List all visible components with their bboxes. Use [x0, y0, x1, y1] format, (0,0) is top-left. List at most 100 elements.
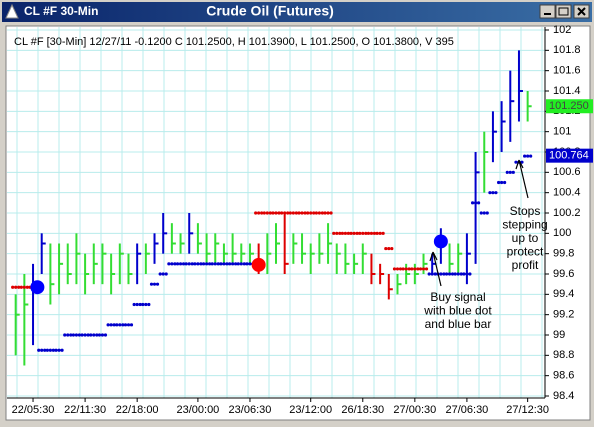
stop-dot — [257, 211, 261, 215]
minimize-button[interactable] — [539, 4, 556, 19]
stop-dot — [314, 211, 318, 215]
stop-dot — [193, 262, 197, 266]
y-tick-label: 101.8 — [553, 44, 581, 56]
stop-dot — [147, 302, 151, 307]
stop-dot — [158, 272, 162, 276]
stop-dot — [384, 246, 388, 251]
stop-dot — [164, 272, 168, 276]
stop-dot — [80, 333, 84, 337]
stop-dot — [210, 262, 214, 266]
annotation-arrow — [515, 159, 529, 199]
stop-dot — [450, 272, 455, 276]
stop-dot — [465, 272, 469, 276]
stop-dot — [291, 211, 295, 215]
price-marker — [546, 148, 593, 163]
stop-dot — [83, 333, 87, 337]
stop-dot — [329, 211, 333, 215]
stop-dot — [335, 231, 339, 235]
y-tick-label: 98.8 — [553, 349, 574, 361]
stop-dot — [199, 262, 203, 266]
signal-dot — [433, 234, 448, 249]
stop-dot — [468, 272, 472, 276]
price-marker-label: 100.764 — [549, 150, 589, 162]
stop-dot — [190, 262, 194, 266]
stop-dot — [97, 333, 102, 337]
stop-dot — [11, 285, 15, 289]
stop-dot — [317, 211, 321, 215]
annotation-text: and blue bar — [425, 317, 492, 331]
stop-dot — [309, 211, 313, 215]
y-tick-label: 100 — [553, 227, 571, 239]
stop-dot — [277, 211, 281, 215]
stop-dot — [149, 282, 154, 286]
stop-dot — [170, 262, 174, 266]
x-tick-label: 27/12:30 — [506, 404, 549, 416]
stop-dot — [439, 272, 443, 276]
stop-dot — [37, 348, 41, 352]
stop-dot — [144, 302, 148, 307]
y-tick-label: 102 — [553, 24, 571, 36]
stop-dot — [19, 285, 23, 289]
y-tick-label: 100.2 — [553, 207, 581, 219]
stop-dot — [375, 231, 379, 235]
stop-dot — [184, 262, 188, 266]
stop-dot — [485, 211, 489, 215]
stop-dot — [349, 231, 353, 235]
stop-dot — [89, 333, 93, 337]
stop-dot — [300, 211, 304, 215]
stop-dot — [231, 262, 235, 266]
stop-dot — [392, 267, 397, 271]
stop-dot — [201, 262, 206, 266]
stop-dot — [48, 348, 52, 352]
app-icon — [5, 3, 19, 19]
stop-dot — [343, 231, 348, 235]
stop-dot — [118, 323, 122, 327]
stop-dot — [77, 333, 82, 337]
stop-dot — [491, 191, 495, 195]
stop-dot — [488, 191, 492, 195]
stop-dot — [106, 323, 110, 327]
stop-dot — [225, 262, 229, 266]
stop-dot — [427, 272, 431, 276]
stop-dot — [416, 267, 420, 271]
stop-dot — [462, 272, 466, 276]
stop-dot — [92, 333, 96, 337]
stop-dot — [57, 348, 61, 352]
window-title: CL #F 30-Min — [24, 4, 98, 18]
stop-dot — [271, 211, 275, 215]
stop-dot — [74, 333, 79, 337]
info-line: CL #F [30-Min] 12/27/11 -0.1200 C 101.25… — [14, 36, 454, 48]
annotation-text: Stops — [510, 204, 541, 218]
stop-dot — [500, 180, 504, 185]
x-tick-label: 27/06:30 — [445, 404, 488, 416]
stop-dot — [63, 333, 67, 337]
stop-dot — [456, 272, 460, 276]
stop-dot — [514, 160, 518, 164]
x-tick-label: 23/06:30 — [229, 404, 272, 416]
plot — [11, 50, 533, 366]
x-tick-label: 22/18:00 — [116, 404, 159, 416]
stop-dot — [378, 231, 382, 235]
annotation-arrow — [429, 251, 442, 287]
stop-dot — [312, 211, 316, 215]
stop-dot — [433, 272, 437, 276]
stop-dot — [132, 302, 136, 307]
stop-dot — [459, 272, 463, 276]
stop-dot — [178, 262, 183, 266]
stop-dot — [346, 231, 351, 235]
stop-dot — [473, 201, 478, 205]
stop-dot — [175, 262, 180, 266]
stop-dot — [404, 267, 408, 271]
stop-dot — [355, 231, 359, 235]
stop-dot — [395, 267, 400, 271]
x-tick-label: 23/12:00 — [289, 404, 332, 416]
chart-title: Crude Oil (Futures) — [206, 3, 334, 19]
stop-dot — [103, 333, 108, 337]
chart-area — [5, 25, 591, 421]
maximize-button[interactable] — [555, 4, 572, 19]
stop-dot — [303, 211, 307, 215]
stop-dot — [390, 246, 394, 251]
stop-dot — [242, 262, 246, 266]
stop-dot — [361, 231, 365, 235]
stop-dot — [141, 302, 145, 307]
